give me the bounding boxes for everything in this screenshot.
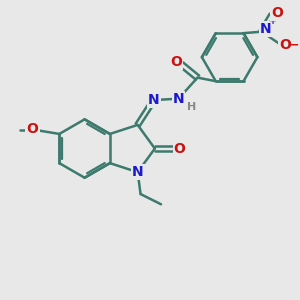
Text: N: N — [148, 93, 160, 107]
Text: N: N — [173, 92, 184, 106]
Text: O: O — [174, 142, 186, 155]
Text: N: N — [132, 165, 143, 179]
Text: +: + — [268, 16, 277, 26]
Text: O: O — [170, 55, 182, 69]
Text: O: O — [271, 6, 283, 20]
Text: N: N — [260, 22, 272, 36]
Text: −: − — [289, 38, 300, 51]
Text: H: H — [187, 102, 196, 112]
Text: O: O — [26, 122, 38, 136]
Text: O: O — [279, 38, 291, 52]
